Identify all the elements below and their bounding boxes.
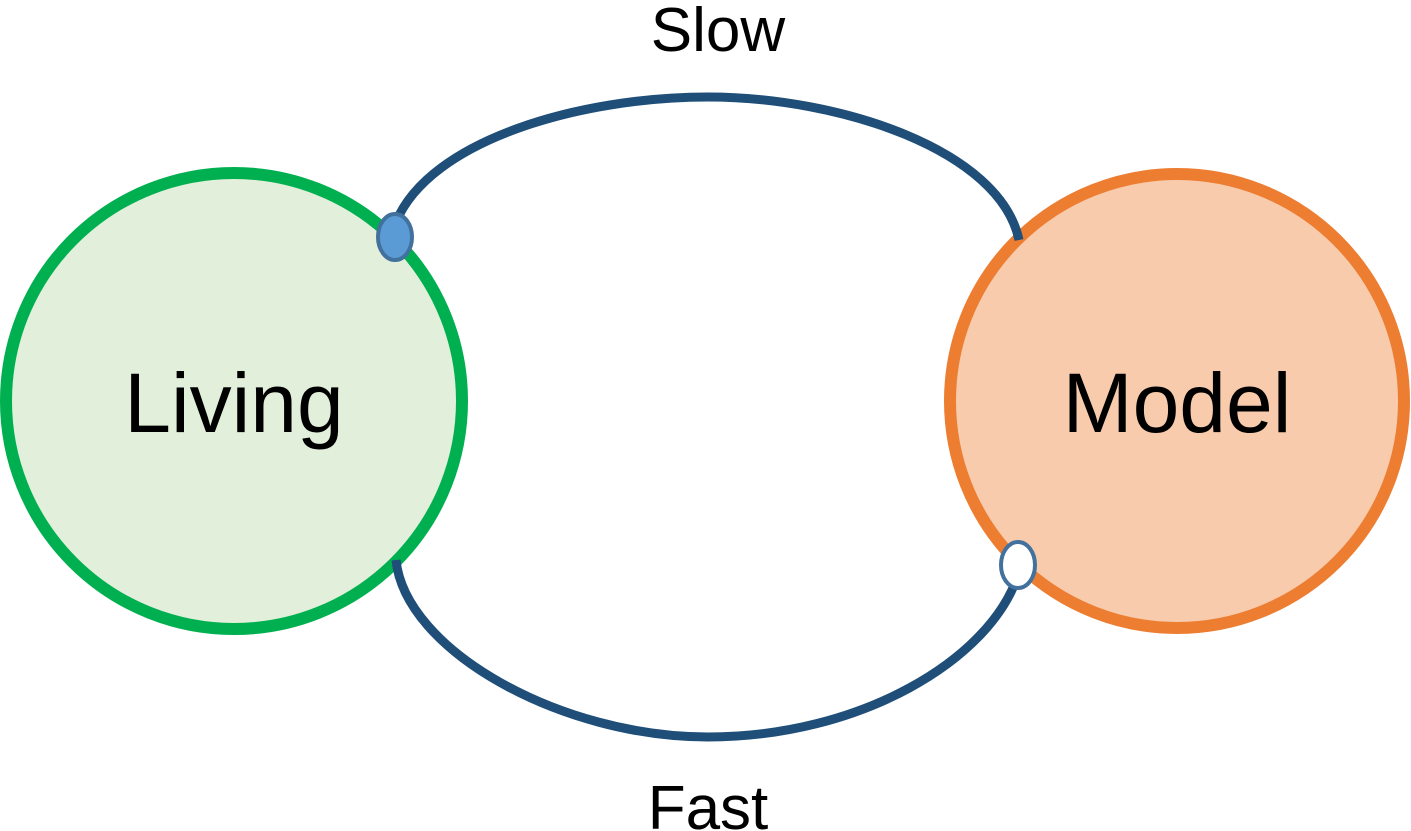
slow-start-dot [376,212,414,262]
model-label: Model [1063,356,1292,450]
living-circle [0,167,468,635]
fast-start-dot [999,540,1037,590]
living-label: Living [124,356,343,450]
fast-arc [391,559,1023,742]
fast-label: Fast [648,774,769,831]
slow-arc [391,92,1024,242]
model-circle [944,168,1410,634]
slow-label: Slow [651,0,786,65]
